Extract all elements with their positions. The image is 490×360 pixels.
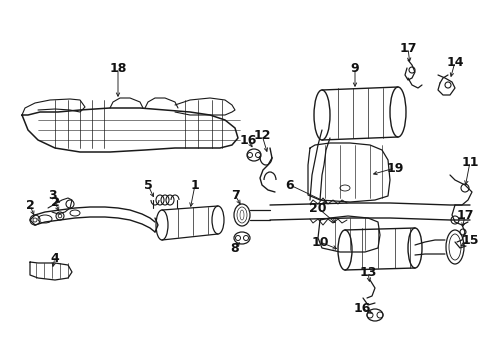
- Text: 19: 19: [386, 162, 404, 175]
- Text: 2: 2: [25, 198, 34, 212]
- Text: 13: 13: [359, 266, 377, 279]
- Text: 11: 11: [461, 156, 479, 168]
- Ellipse shape: [58, 214, 62, 218]
- Text: 16: 16: [353, 302, 371, 315]
- Text: 17: 17: [456, 208, 474, 221]
- Text: 10: 10: [311, 235, 329, 248]
- Text: 5: 5: [144, 179, 152, 192]
- Text: 8: 8: [231, 242, 239, 255]
- Ellipse shape: [33, 218, 37, 222]
- Text: 14: 14: [446, 55, 464, 68]
- Text: 4: 4: [50, 252, 59, 265]
- Text: 6: 6: [286, 179, 294, 192]
- Text: 18: 18: [109, 62, 127, 75]
- Text: 17: 17: [399, 41, 417, 54]
- Text: 3: 3: [48, 189, 56, 202]
- Text: 12: 12: [253, 129, 271, 141]
- Text: 15: 15: [461, 234, 479, 247]
- Text: 2: 2: [50, 195, 59, 208]
- Text: 7: 7: [231, 189, 240, 202]
- Text: 20: 20: [309, 202, 327, 215]
- Text: 1: 1: [191, 179, 199, 192]
- Text: 9: 9: [351, 62, 359, 75]
- Text: 16: 16: [239, 134, 257, 147]
